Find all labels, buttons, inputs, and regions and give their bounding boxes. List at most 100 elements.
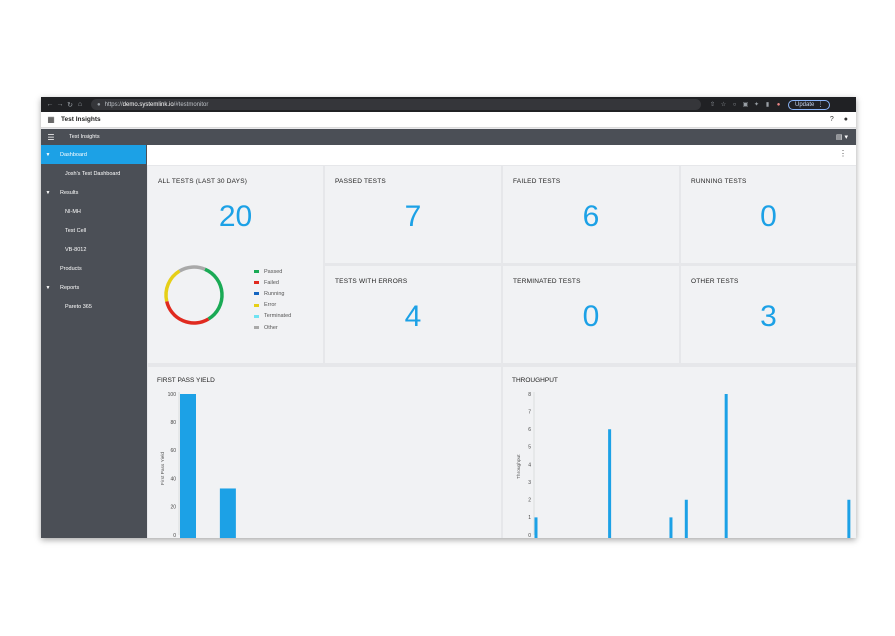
y-tick-label: 0 bbox=[173, 533, 176, 538]
extension-icon[interactable]: ○ bbox=[732, 101, 737, 108]
update-label: Update bbox=[795, 101, 815, 108]
tile-value: 7 bbox=[404, 200, 422, 233]
star-icon[interactable]: ☆ bbox=[720, 102, 727, 108]
breadcrumb[interactable]: Test Insights bbox=[69, 134, 100, 140]
donut-legend: Passed Failed Running Error Terminated Other bbox=[254, 266, 291, 333]
chart-bar[interactable] bbox=[180, 394, 196, 538]
legend-item: Running bbox=[254, 288, 291, 299]
sidebar-item-label: Reports bbox=[60, 284, 80, 291]
forward-icon[interactable]: → bbox=[56, 101, 64, 108]
app-grid-icon[interactable]: ▦ bbox=[47, 115, 55, 124]
sidebar-item-ni-mh[interactable]: NI-MH bbox=[41, 202, 147, 221]
sidebar-item-label: Test Cell bbox=[65, 227, 87, 234]
address-bar[interactable]: ● https:// demo.systemlink.io /#testmoni… bbox=[91, 99, 701, 110]
sidebar-item-pareto-365[interactable]: Pareto 365 bbox=[41, 297, 147, 316]
legend-item: Failed bbox=[254, 277, 291, 288]
chart-bar[interactable] bbox=[684, 499, 688, 538]
sidebar-item-josh-s-test-dashboard[interactable]: Josh's Test Dashboard bbox=[41, 164, 147, 183]
legend-item: Other bbox=[254, 322, 291, 333]
sidebar-item-reports[interactable]: ▼ Reports bbox=[41, 278, 147, 297]
y-tick-label: 7 bbox=[528, 409, 531, 415]
donut-slice-failed[interactable] bbox=[165, 300, 210, 325]
url-scheme: https:// bbox=[104, 101, 123, 108]
y-tick-label: 0 bbox=[528, 533, 531, 538]
legend-item: Error bbox=[254, 300, 291, 311]
tile-title: FAILED TESTS bbox=[513, 178, 561, 185]
tile-running-tests[interactable]: RUNNING TESTS 0 bbox=[681, 166, 856, 263]
url-host: demo.systemlink.io bbox=[122, 101, 174, 108]
tile-title: ALL TESTS (LAST 30 DAYS) bbox=[158, 178, 248, 185]
chart-bar[interactable] bbox=[608, 429, 612, 538]
legend-swatch bbox=[254, 281, 259, 285]
chart-bar[interactable] bbox=[724, 394, 728, 538]
donut-slice-passed[interactable] bbox=[204, 267, 224, 321]
legend-swatch bbox=[254, 270, 259, 274]
profile-avatar-icon[interactable]: ● bbox=[776, 101, 781, 108]
tile-tests-with-errors[interactable]: TESTS WITH ERRORS 4 bbox=[325, 266, 501, 363]
caret-down-icon: ▼ bbox=[45, 151, 51, 158]
app-title: Test Insights bbox=[61, 116, 101, 123]
menu-icon[interactable]: ☰ bbox=[47, 132, 55, 142]
puzzle-icon[interactable]: ✦ bbox=[753, 102, 760, 108]
tile-other-tests[interactable]: OTHER TESTS 3 bbox=[681, 266, 856, 363]
sidebar: ▼ Dashboard Josh's Test Dashboard ▼ Results N… bbox=[41, 145, 147, 538]
kebab-icon: ⋮ bbox=[817, 102, 824, 108]
share-icon[interactable]: ⇧ bbox=[709, 102, 716, 108]
dashboard-content: ⋮ ALL TESTS (LAST 30 DAYS) 20 Passed Fail… bbox=[147, 145, 856, 538]
legend-swatch bbox=[254, 314, 259, 318]
back-icon[interactable]: ← bbox=[46, 101, 54, 108]
y-tick-label: 60 bbox=[170, 448, 176, 454]
chart-bar[interactable] bbox=[219, 488, 236, 538]
sidebar-item-label: Dashboard bbox=[60, 151, 87, 158]
home-icon[interactable]: ⌂ bbox=[77, 101, 83, 108]
tile-failed-tests[interactable]: FAILED TESTS 6 bbox=[503, 166, 679, 263]
sidebar-item-results[interactable]: ▼ Results bbox=[41, 183, 147, 202]
chart-bar[interactable] bbox=[669, 517, 673, 538]
toolbar: ☰ Test Insights ▤ ▾ bbox=[41, 129, 856, 145]
y-tick-label: 3 bbox=[528, 480, 531, 486]
results-donut-chart bbox=[164, 265, 224, 325]
legend-swatch bbox=[254, 303, 259, 307]
update-button[interactable]: Update ⋮ bbox=[788, 99, 831, 110]
legend-label: Terminated bbox=[264, 313, 292, 320]
tile-value: 3 bbox=[760, 300, 777, 333]
sidebar-item-label: Results bbox=[60, 189, 79, 196]
chart-bar[interactable] bbox=[534, 517, 538, 538]
reload-icon[interactable]: ↻ bbox=[67, 101, 73, 109]
legend-swatch bbox=[254, 292, 259, 296]
tile-value: 6 bbox=[582, 200, 600, 233]
donut-slice-error[interactable] bbox=[164, 269, 181, 302]
tile-value: 0 bbox=[582, 300, 600, 333]
lock-icon: ● bbox=[97, 101, 101, 108]
tile-value: 20 bbox=[218, 200, 253, 233]
sidebar-item-products[interactable]: Products bbox=[41, 259, 147, 278]
cast-icon[interactable]: ▣ bbox=[742, 102, 749, 108]
url-path: /#testmonitor bbox=[173, 101, 209, 108]
cart-icon[interactable]: ▤ ▾ bbox=[835, 134, 848, 141]
sidepanel-icon[interactable]: ▮ bbox=[765, 102, 770, 108]
legend-label: Error bbox=[264, 302, 277, 309]
sidebar-item-label: Pareto 365 bbox=[65, 303, 92, 310]
sidebar-item-label: NI-MH bbox=[65, 208, 81, 215]
sidebar-item-vb-8012[interactable]: VB-8012 bbox=[41, 240, 147, 259]
tile-terminated-tests[interactable]: TERMINATED TESTS 0 bbox=[503, 266, 679, 363]
sidebar-item-label: VB-8012 bbox=[65, 246, 87, 253]
user-icon[interactable]: ● bbox=[843, 116, 848, 123]
sidebar-item-test-cell[interactable]: Test Cell bbox=[41, 221, 147, 240]
donut-slice-other[interactable] bbox=[178, 265, 206, 273]
chart-bar[interactable] bbox=[847, 499, 851, 538]
legend-swatch bbox=[254, 326, 259, 330]
tile-passed-tests[interactable]: PASSED TESTS 7 bbox=[325, 166, 501, 263]
tile-value: 0 bbox=[760, 200, 777, 233]
fpy-chart-svg: 0 20 40 60 80 100 bbox=[168, 392, 236, 538]
y-tick-label: 8 bbox=[528, 392, 531, 398]
more-options-icon[interactable]: ⋮ bbox=[839, 149, 847, 158]
help-icon[interactable]: ? bbox=[829, 116, 834, 123]
caret-down-icon: ▼ bbox=[45, 284, 51, 291]
y-tick-label: 6 bbox=[528, 427, 531, 433]
sidebar-item-dashboard[interactable]: ▼ Dashboard bbox=[41, 145, 146, 164]
legend-label: Other bbox=[264, 324, 278, 331]
tile-all-tests[interactable]: ALL TESTS (LAST 30 DAYS) 20 Passed Failed… bbox=[148, 166, 323, 363]
chart-first-pass-yield[interactable]: FIRST PASS YIELD First Pass Yield 0 20 40 6… bbox=[148, 367, 501, 538]
